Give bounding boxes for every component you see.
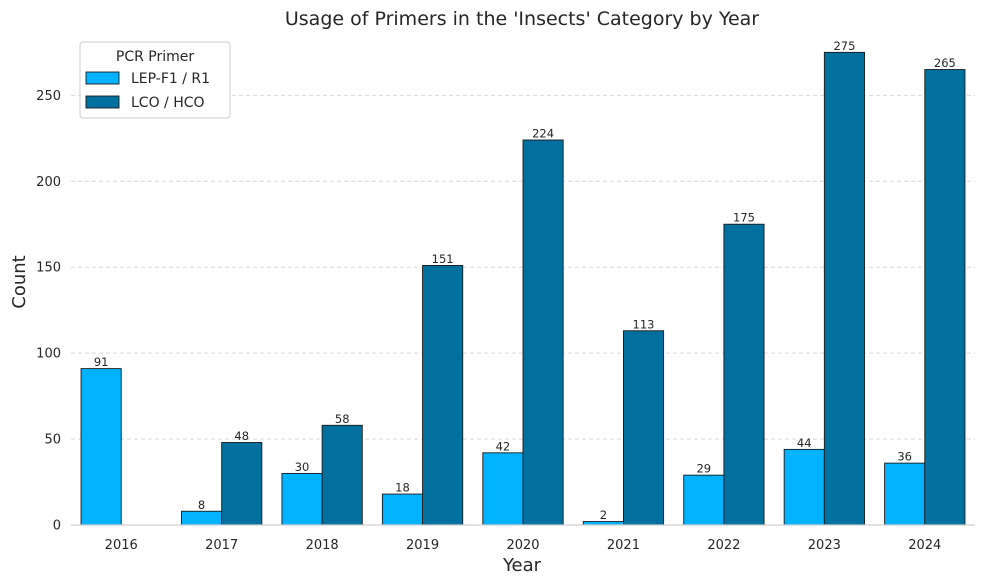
data-label-lco-hco-2021: 113 <box>633 317 655 331</box>
bar-lep-f1-r1-2022 <box>683 474 725 526</box>
bar-lco-hco-2017 <box>221 442 263 526</box>
data-label-lep-f1-r1-2023: 44 <box>797 436 812 450</box>
legend-title: PCR Primer <box>116 49 194 65</box>
y-tick-label: 200 <box>36 175 61 190</box>
bar-lco-hco-2022 <box>723 223 765 526</box>
data-label-lep-f1-r1-2022: 29 <box>696 462 711 476</box>
bar-lco-hco-2021 <box>622 330 665 526</box>
data-label-lep-f1-r1-2020: 42 <box>496 439 511 453</box>
bar-lco-hco-2020 <box>522 139 564 526</box>
data-label-lco-hco-2023: 275 <box>833 39 855 53</box>
data-label-lep-f1-r1-2017: 8 <box>198 498 205 512</box>
data-label-lco-hco-2019: 151 <box>432 252 454 266</box>
data-label-lco-hco-2024: 265 <box>934 56 956 70</box>
legend[interactable]: PCR Primer LEP-F1 / R1 LCO / HCO <box>79 41 231 119</box>
data-label-lep-f1-r1-2019: 18 <box>395 481 410 495</box>
x-axis: 2016 2017 2018 2019 2020 2021 2022 2023 2024 <box>71 524 975 553</box>
x-tick-label: 2021 <box>607 538 640 553</box>
bar-lco-hco-2018 <box>321 424 363 526</box>
x-tick-label: 2017 <box>205 538 238 553</box>
x-axis-label: Year <box>502 555 542 576</box>
data-label-lco-hco-2020: 224 <box>532 127 554 141</box>
y-tick-label: 250 <box>36 89 61 104</box>
data-label-lep-f1-r1-2024: 36 <box>897 450 912 464</box>
legend-label-lco-hco: LCO / HCO <box>131 95 205 111</box>
bar-lep-f1-r1-2023 <box>783 448 825 526</box>
x-tick-label: 2024 <box>908 538 941 553</box>
bar-lep-f1-r1-2017 <box>181 510 223 526</box>
data-label-lco-hco-2017: 48 <box>234 429 249 443</box>
bar-lco-hco-2019 <box>422 265 464 526</box>
bars-layer <box>80 51 966 526</box>
y-tick-label: 150 <box>36 261 61 276</box>
x-tick-label: 2016 <box>105 538 138 553</box>
bar-lep-f1-r1-2019 <box>381 493 424 526</box>
legend-swatch-lep-f1-r1 <box>85 71 120 85</box>
x-tick-label: 2018 <box>306 538 339 553</box>
bar-lep-f1-r1-2016 <box>80 368 122 526</box>
data-labels-layer: 91 8 48 30 58 18 151 42 224 2 113 29 175 44 275 36 265 <box>94 39 956 522</box>
x-tick-label: 2020 <box>506 538 539 553</box>
x-tick-label: 2022 <box>707 538 740 553</box>
y-tick-label: 100 <box>36 347 61 362</box>
bar-lep-f1-r1-2024 <box>884 462 926 526</box>
chart-title: Usage of Primers in the 'Insects' Catego… <box>285 8 759 30</box>
data-label-lep-f1-r1-2016: 91 <box>94 355 109 369</box>
y-tick-label: 0 <box>53 519 61 534</box>
bar-lco-hco-2024 <box>924 69 966 526</box>
y-axis: 0 50 100 150 200 250 <box>36 89 61 534</box>
data-label-lep-f1-r1-2021: 2 <box>600 508 607 522</box>
x-tick-label: 2023 <box>808 538 841 553</box>
x-tick-label: 2019 <box>406 538 439 553</box>
y-tick-label: 50 <box>44 433 61 448</box>
y-axis-label: Count <box>9 255 30 308</box>
bar-lco-hco-2023 <box>823 51 865 526</box>
data-label-lco-hco-2018: 58 <box>335 412 350 426</box>
bar-lep-f1-r1-2020 <box>482 452 524 526</box>
legend-label-lep-f1-r1: LEP-F1 / R1 <box>131 71 210 87</box>
legend-swatch-lco-hco <box>85 95 120 109</box>
data-label-lep-f1-r1-2018: 30 <box>295 460 310 474</box>
bar-lep-f1-r1-2018 <box>281 472 323 526</box>
data-label-lco-hco-2022: 175 <box>733 211 755 225</box>
